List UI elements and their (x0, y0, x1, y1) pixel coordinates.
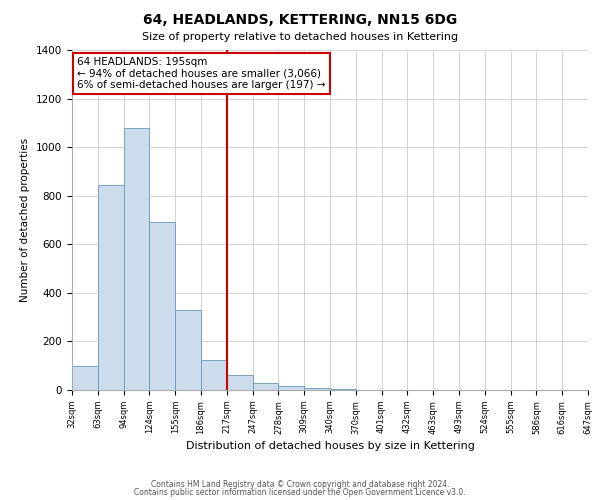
Bar (72, 366, 98, 390)
Bar (278, 386, 304, 390)
Bar (175, 310, 201, 390)
Text: 64 HEADLANDS: 195sqm
← 94% of detached houses are smaller (3,066)
6% of semi-det: 64 HEADLANDS: 195sqm ← 94% of detached h… (77, 57, 326, 90)
Text: Contains HM Land Registry data © Crown copyright and database right 2024.: Contains HM Land Registry data © Crown c… (151, 480, 449, 489)
Bar (253, 382, 278, 390)
Bar (124, 128, 149, 390)
Text: Contains public sector information licensed under the Open Government Licence v3: Contains public sector information licen… (134, 488, 466, 497)
Bar (304, 388, 330, 390)
Bar (227, 376, 253, 390)
Text: Size of property relative to detached houses in Kettering: Size of property relative to detached ho… (142, 32, 458, 42)
Bar (201, 360, 227, 390)
X-axis label: Distribution of detached houses by size in Kettering: Distribution of detached houses by size … (185, 440, 475, 450)
Y-axis label: Number of detached properties: Number of detached properties (20, 138, 31, 302)
Bar (330, 389, 356, 390)
Text: 64, HEADLANDS, KETTERING, NN15 6DG: 64, HEADLANDS, KETTERING, NN15 6DG (143, 12, 457, 26)
Bar (149, 222, 175, 390)
Bar (98, 185, 124, 390)
